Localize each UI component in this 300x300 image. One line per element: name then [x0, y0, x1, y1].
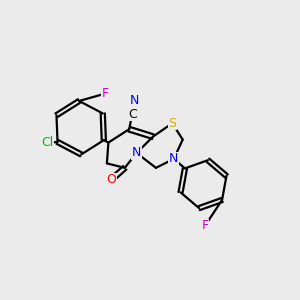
Text: N: N — [132, 146, 141, 160]
Text: N: N — [169, 152, 178, 165]
Text: Cl: Cl — [41, 136, 54, 149]
Text: S: S — [168, 117, 176, 130]
Text: F: F — [201, 219, 208, 232]
Text: C: C — [128, 108, 136, 121]
Text: N: N — [130, 94, 139, 107]
Text: F: F — [102, 87, 109, 100]
Text: O: O — [106, 173, 116, 186]
